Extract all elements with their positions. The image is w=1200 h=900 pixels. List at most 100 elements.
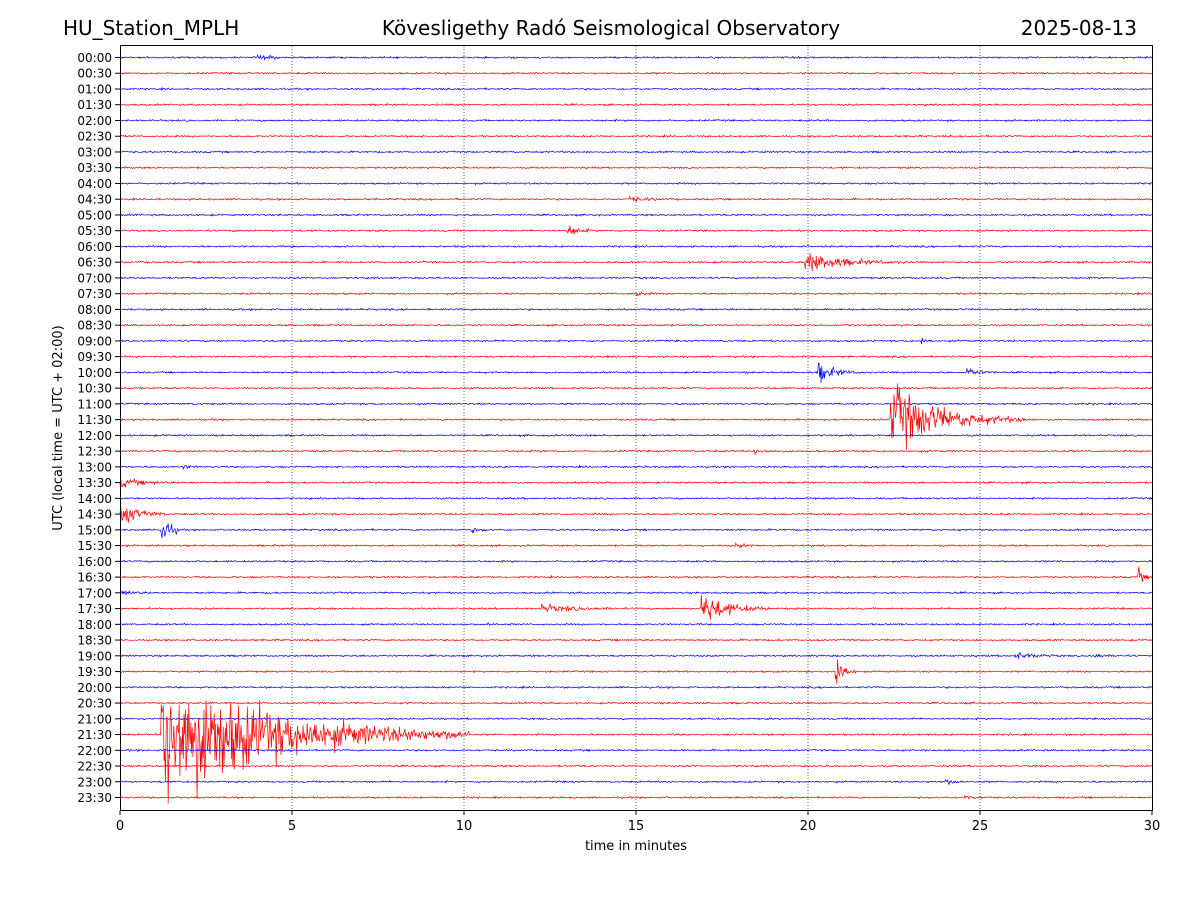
y-tick-label-0000: 00:00	[77, 51, 112, 65]
trace-1200	[119, 433, 1153, 438]
trace-0830	[119, 323, 1153, 328]
trace-0100	[119, 86, 1153, 91]
trace-0500	[119, 213, 1153, 217]
trace-0900	[119, 337, 1153, 345]
y-tick-label-1530: 15:30	[77, 539, 112, 553]
trace-1130	[119, 383, 1153, 450]
y-tick-label-2100: 21:00	[77, 712, 112, 726]
trace-1800	[119, 621, 1153, 627]
trace-0700	[119, 276, 1153, 280]
x-tick-label-10: 10	[456, 819, 473, 834]
trace-1030	[119, 386, 1153, 390]
y-tick-label-0500: 05:00	[77, 208, 112, 222]
x-tick-label-30: 30	[1144, 819, 1161, 834]
chart-header: HU_Station_MPLH Kövesligethy Radó Seismo…	[0, 0, 1200, 45]
trace-0600	[119, 244, 1153, 249]
trace-0930	[119, 354, 1153, 359]
chart-title: Kövesligethy Radó Seismological Observat…	[381, 16, 841, 40]
y-tick-label-1030: 10:30	[77, 382, 112, 396]
y-tick-label-0330: 03:30	[77, 161, 112, 175]
trace-2200	[119, 748, 1153, 753]
y-tick-label-0030: 00:30	[77, 67, 112, 81]
y-tick-label-0700: 07:00	[77, 271, 112, 285]
trace-1630	[119, 566, 1153, 582]
trace-1430	[119, 506, 1153, 523]
trace-2130	[119, 699, 1153, 804]
trace-1600	[119, 559, 1153, 564]
y-axis-label: UTC (local time = UTC + 02:00)	[51, 325, 66, 530]
chart-date: 2025-08-13	[1020, 16, 1137, 40]
y-tick-label-1600: 16:00	[77, 555, 112, 569]
x-tick-label-20: 20	[800, 819, 817, 834]
y-tick-label-1430: 14:30	[77, 508, 112, 522]
trace-0230	[119, 133, 1153, 139]
seismic-traces	[119, 54, 1153, 804]
trace-2000	[119, 684, 1153, 690]
y-tick-label-1000: 10:00	[77, 366, 112, 380]
trace-0400	[119, 181, 1152, 186]
trace-1230	[119, 449, 1153, 455]
trace-1300	[119, 464, 1153, 471]
trace-1730	[119, 595, 1153, 621]
y-tick-label-1800: 18:00	[77, 618, 112, 632]
trace-1500	[119, 523, 1153, 539]
trace-0200	[119, 118, 1153, 123]
x-tick-label-5: 5	[288, 819, 296, 834]
trace-2330	[119, 794, 1153, 800]
y-tick-label-2200: 22:00	[77, 744, 112, 758]
y-tick-label-1730: 17:30	[77, 602, 112, 616]
trace-1830	[119, 638, 1153, 642]
x-tick-label-15: 15	[628, 819, 645, 834]
trace-2100	[119, 716, 1153, 721]
trace-1900	[119, 651, 1153, 660]
y-tick-label-0530: 05:30	[77, 224, 112, 238]
y-tick-label-1700: 17:00	[77, 586, 112, 600]
trace-1930	[119, 659, 1153, 684]
y-tick-label-1400: 14:00	[77, 492, 112, 506]
trace-0330	[119, 165, 1153, 170]
trace-0030	[119, 71, 1153, 76]
y-tick-label-1830: 18:30	[77, 634, 112, 648]
trace-0530	[119, 225, 1153, 235]
trace-2230	[119, 764, 1153, 768]
trace-0000	[119, 54, 1153, 61]
trace-1400	[119, 496, 1153, 501]
y-tick-label-1330: 13:30	[77, 476, 112, 490]
y-tick-label-0200: 02:00	[77, 114, 112, 128]
trace-0730	[119, 291, 1153, 297]
x-tick-label-0: 0	[116, 819, 124, 834]
trace-1530	[119, 542, 1153, 549]
trace-0130	[119, 102, 1153, 107]
y-tick-label-1500: 15:00	[77, 523, 112, 537]
trace-1330	[119, 478, 1153, 488]
y-tick-label-1300: 13:00	[77, 460, 112, 474]
y-tick-label-0400: 04:00	[77, 177, 112, 191]
trace-2300	[119, 779, 1153, 786]
y-tick-label-2230: 22:30	[77, 760, 112, 774]
x-axis-ticks: 0 5 10 15 20 25 30	[116, 810, 1161, 834]
y-tick-label-0830: 08:30	[77, 319, 112, 333]
y-tick-label-2030: 20:30	[77, 697, 112, 711]
y-tick-label-2330: 23:30	[77, 791, 112, 805]
y-tick-label-0300: 03:00	[77, 145, 112, 159]
y-tick-label-1100: 11:00	[77, 397, 112, 411]
y-tick-label-1900: 19:00	[77, 649, 112, 663]
grid-lines	[291, 46, 981, 810]
trace-1100	[119, 401, 1153, 406]
trace-1700	[119, 590, 1153, 595]
y-tick-label-0230: 02:30	[77, 130, 112, 144]
y-tick-label-1930: 19:30	[77, 665, 112, 679]
y-tick-label-2300: 23:00	[77, 775, 112, 789]
y-tick-label-0900: 09:00	[77, 334, 112, 348]
y-tick-label-0130: 01:30	[77, 98, 112, 112]
y-tick-label-0430: 04:30	[77, 193, 112, 207]
trace-2030	[119, 701, 1153, 705]
y-tick-label-0800: 08:00	[77, 303, 112, 317]
y-tick-label-0930: 09:30	[77, 350, 112, 364]
x-axis-label: time in minutes	[585, 839, 687, 854]
y-tick-label-1130: 11:30	[77, 413, 112, 427]
plot-frame	[120, 45, 1153, 811]
trace-0300	[119, 150, 1153, 154]
